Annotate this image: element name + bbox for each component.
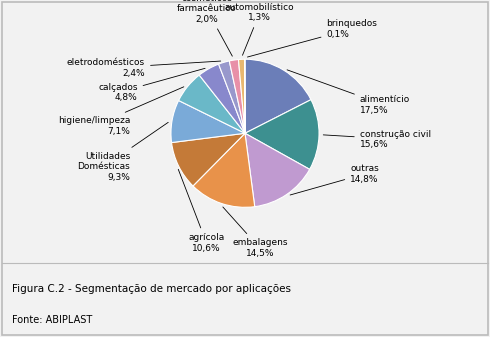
Wedge shape — [171, 100, 245, 143]
Wedge shape — [193, 133, 255, 207]
Wedge shape — [239, 59, 245, 133]
Text: Figura C.2 - Segmentação de mercado por aplicações: Figura C.2 - Segmentação de mercado por … — [12, 284, 291, 294]
Text: brinquedos
0,1%: brinquedos 0,1% — [247, 19, 377, 57]
Text: calçados
4,8%: calçados 4,8% — [98, 68, 205, 102]
Wedge shape — [172, 133, 245, 186]
Text: outras
14,8%: outras 14,8% — [290, 164, 379, 195]
Text: automobilístico
1,3%: automobilístico 1,3% — [225, 3, 294, 55]
Text: Fonte: ABIPLAST: Fonte: ABIPLAST — [12, 315, 93, 325]
Wedge shape — [245, 59, 311, 133]
Text: alimentício
17,5%: alimentício 17,5% — [287, 70, 410, 115]
Wedge shape — [219, 61, 245, 133]
Wedge shape — [245, 100, 319, 170]
Text: higiene/limpeza
7,1%: higiene/limpeza 7,1% — [58, 87, 184, 135]
Text: eletrodomésticos
2,4%: eletrodomésticos 2,4% — [67, 58, 220, 78]
Text: construção civil
15,6%: construção civil 15,6% — [323, 129, 431, 149]
Text: embalagens
14,5%: embalagens 14,5% — [223, 207, 288, 258]
Wedge shape — [179, 75, 245, 133]
Text: cosméticos
farmacêutico
2,0%: cosméticos farmacêutico 2,0% — [176, 0, 236, 56]
Wedge shape — [245, 133, 310, 207]
Text: Utilidades
Domésticas
9,3%: Utilidades Domésticas 9,3% — [77, 122, 168, 182]
Text: agrícola
10,6%: agrícola 10,6% — [178, 169, 224, 253]
Wedge shape — [229, 60, 245, 133]
Wedge shape — [199, 64, 245, 133]
